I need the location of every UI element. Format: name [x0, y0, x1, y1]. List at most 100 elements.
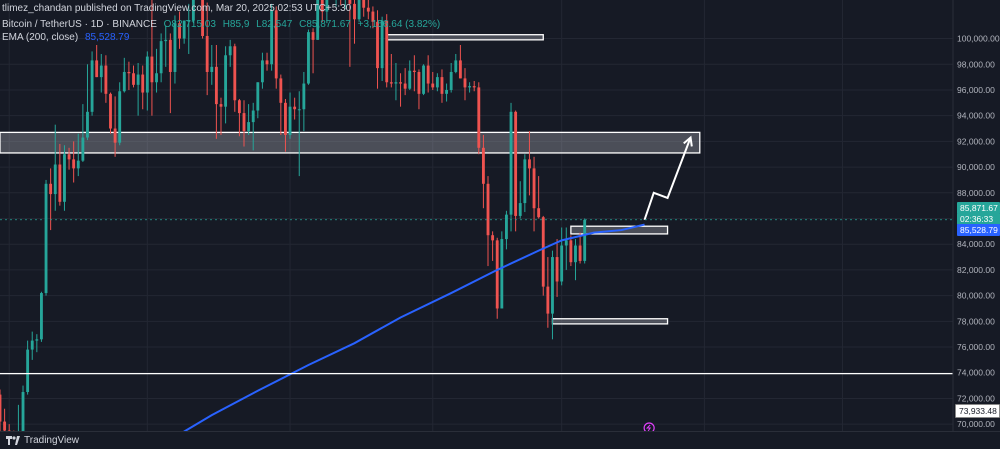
candle-body [122, 71, 126, 92]
candle-body [168, 39, 172, 72]
candle-body [311, 32, 315, 40]
candle-body [279, 78, 283, 103]
candle-body [118, 91, 122, 143]
candle-body [95, 60, 99, 78]
candle-body [394, 82, 398, 84]
candle-body [472, 86, 476, 88]
candle-body [523, 159, 527, 204]
candle-body [109, 93, 112, 129]
candle-body [357, 0, 361, 20]
candle-body [40, 293, 43, 340]
symbol-line[interactable]: Bitcoin / TetherUS · 1D · BINANCE [2, 19, 157, 30]
candle-body [228, 46, 232, 56]
candle-body [440, 77, 444, 94]
candle-body [237, 100, 241, 114]
candle-body [412, 70, 416, 72]
candle-body [449, 71, 453, 90]
candle-body [155, 73, 158, 83]
candle-body [247, 122, 251, 132]
y-tick-label: 96,000.00 [957, 85, 995, 95]
candle-body [362, 0, 366, 8]
candle-body [325, 0, 329, 12]
candle-body [72, 159, 76, 169]
candle-body [426, 65, 430, 84]
ema-value: 85,528.79 [84, 32, 130, 43]
ema-label[interactable]: EMA (200, close) [2, 32, 79, 43]
candle-body [371, 11, 375, 22]
candle-body [145, 56, 149, 93]
candle-body [86, 111, 89, 138]
candle-body [233, 46, 237, 101]
candle-body [293, 106, 297, 110]
candle-body [495, 240, 499, 309]
candle-body [21, 392, 25, 434]
candle-body [173, 23, 177, 72]
candle-body [297, 109, 301, 111]
candle-body [316, 0, 320, 40]
candle-body [159, 41, 163, 74]
candle-body [509, 111, 513, 215]
candle-body [44, 183, 48, 294]
candle-body [214, 66, 218, 105]
candle-body [288, 106, 292, 135]
projection-arrow [643, 137, 692, 221]
candle-body [417, 71, 421, 94]
footer: TradingView [0, 431, 1000, 449]
candle-body [380, 20, 384, 69]
candle-body [187, 20, 191, 22]
candle-body [435, 77, 439, 88]
tradingview-logo[interactable]: TradingView [6, 435, 79, 446]
candle-body [468, 86, 472, 88]
y-tick-label: 90,000.00 [957, 162, 995, 172]
candle-body [127, 71, 131, 74]
support-price-badge: 73,933.48 [955, 404, 1000, 418]
candle-body [514, 111, 518, 216]
candle-body [564, 240, 568, 246]
candle-body [219, 104, 223, 107]
candle-body [76, 160, 80, 169]
candle-body [260, 60, 264, 83]
y-tick-label: 100,000.00 [957, 34, 1000, 44]
candle-body [26, 349, 30, 393]
candle-body [320, 0, 324, 12]
candle-body [578, 245, 582, 261]
candle-body [408, 70, 412, 89]
candle-body [551, 257, 554, 314]
ohlc-low: L82,547 [256, 19, 293, 30]
candle-body [574, 245, 577, 263]
candle-body [270, 10, 274, 65]
ohlc-close: C85,871.67 [299, 19, 351, 30]
candle-body [532, 168, 536, 209]
candle-body [569, 240, 573, 263]
y-tick-label: 82,000.00 [957, 265, 995, 275]
candle-body [454, 60, 458, 72]
ohlc-open: O82,715.03 [163, 19, 216, 30]
candle-body [399, 82, 402, 84]
y-tick-label: 98,000.00 [957, 59, 995, 69]
lightning-icon [645, 424, 652, 432]
candle-body [481, 147, 485, 184]
candle-body [201, 0, 204, 36]
y-tick-label: 94,000.00 [957, 111, 995, 121]
candle-body [63, 154, 66, 202]
candle-body [58, 164, 62, 202]
candle-body [560, 245, 564, 282]
candle-body [491, 235, 495, 241]
candle-body [463, 78, 467, 88]
candle-body [104, 65, 108, 94]
tradingview-label: TradingView [24, 435, 80, 446]
candle-body [136, 74, 140, 85]
ema-line [174, 223, 645, 438]
y-tick-label: 92,000.00 [957, 136, 995, 146]
y-tick-label: 80,000.00 [957, 291, 995, 301]
zones-front [0, 135, 953, 434]
candle-body [67, 154, 71, 160]
y-tick-label: 88,000.00 [957, 188, 995, 198]
candle-body [431, 83, 435, 88]
support-zone [551, 318, 669, 325]
candle-body [477, 87, 481, 148]
candle-body [35, 339, 39, 341]
candle-body [541, 217, 545, 287]
